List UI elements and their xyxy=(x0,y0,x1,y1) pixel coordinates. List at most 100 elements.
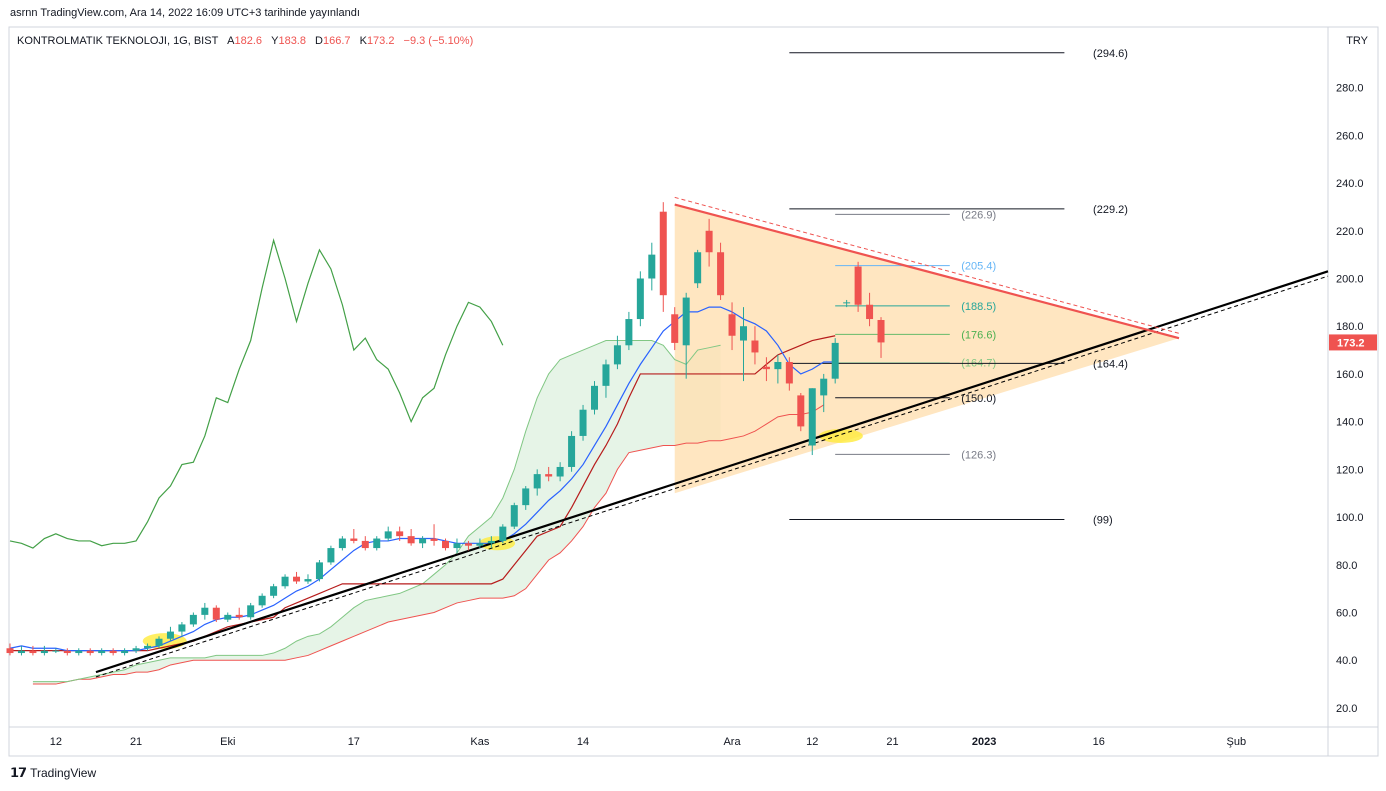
tradingview-logo-icon[interactable]: 𝟭𝟳 xyxy=(10,765,27,780)
candle-body xyxy=(843,302,851,304)
resistance-trendline xyxy=(674,203,1180,340)
candle-body xyxy=(476,543,484,546)
fib-level-label: (150.0) xyxy=(961,393,996,405)
candle-body xyxy=(808,388,816,446)
fib-level-label: (176.6) xyxy=(961,329,996,341)
footer: 𝟭𝟳 TradingView xyxy=(10,765,96,781)
resistance-trendline-dashed xyxy=(674,196,1180,334)
candle-body xyxy=(510,505,518,527)
candle-body xyxy=(464,543,472,546)
candle-body xyxy=(247,605,255,618)
candle-body xyxy=(579,409,587,436)
candle-body xyxy=(671,314,679,343)
candle-body xyxy=(235,614,243,618)
time-tick-label: 2023 xyxy=(972,736,996,748)
support-trendline-dashed xyxy=(95,275,1329,678)
candle-body xyxy=(739,326,747,341)
candle-body xyxy=(109,650,117,654)
ichimoku-cloud xyxy=(32,340,721,685)
fib-level-label: (226.9) xyxy=(961,209,996,221)
candle-body xyxy=(866,304,874,320)
candle-body xyxy=(591,385,599,410)
candle-body xyxy=(201,607,209,615)
candle-body xyxy=(636,278,644,320)
low-key: D xyxy=(315,35,323,47)
symbol-legend: KONTROLMATIK TEKNOLOJI, 1G, BIST A182.6 … xyxy=(17,35,473,47)
support-trendline xyxy=(95,270,1329,674)
candle-body xyxy=(854,266,862,305)
price-tick-label: 60.0 xyxy=(1336,607,1357,619)
fib-level-label: (99) xyxy=(1093,514,1113,526)
lagging-span-line xyxy=(9,238,504,549)
candle-body xyxy=(499,526,507,541)
candle-body xyxy=(270,586,278,596)
candle-body xyxy=(453,543,461,549)
fib-level-label: (126.3) xyxy=(961,449,996,461)
fib-level-label: (294.6) xyxy=(1093,48,1128,60)
candle-body xyxy=(556,466,564,477)
fib-level-label: (205.4) xyxy=(961,261,996,273)
time-tick-label: Eki xyxy=(220,736,235,748)
candle-body xyxy=(178,624,186,632)
price-tick-label: 280.0 xyxy=(1336,83,1364,95)
candle-body xyxy=(717,252,725,296)
time-tick-label: 16 xyxy=(1093,736,1105,748)
candle-body xyxy=(52,650,60,652)
candle-body xyxy=(155,638,163,646)
time-tick-label: 17 xyxy=(348,736,360,748)
candle-body xyxy=(877,320,885,343)
low-value: 166.7 xyxy=(323,35,351,47)
candle-body xyxy=(373,538,381,549)
candle-body xyxy=(694,252,702,284)
price-tick-label: 40.0 xyxy=(1336,655,1357,667)
candle-body xyxy=(350,538,358,541)
candle-body xyxy=(705,230,713,253)
candle-body xyxy=(224,614,232,620)
candle-body xyxy=(522,488,530,506)
candle-body xyxy=(338,538,346,549)
high-value: 183.8 xyxy=(278,35,306,47)
price-tick-label: 120.0 xyxy=(1336,464,1364,476)
candle-body xyxy=(797,395,805,427)
candle-body xyxy=(189,614,197,625)
time-tick-label: Kas xyxy=(470,736,489,748)
candle-body xyxy=(419,538,427,544)
candle-body xyxy=(63,650,71,654)
price-tick-label: 20.0 xyxy=(1336,703,1357,715)
candle-body xyxy=(361,540,369,549)
candle-body xyxy=(613,345,621,365)
candle-body xyxy=(6,648,14,654)
candle-body xyxy=(396,531,404,537)
candle-body xyxy=(384,531,392,539)
time-tick-label: 21 xyxy=(886,736,898,748)
candle-body xyxy=(682,297,690,346)
fib-level-label: (188.5) xyxy=(961,301,996,313)
change-value: −9.3 (−5.10%) xyxy=(403,35,474,47)
fib-level-label: (164.4) xyxy=(1093,358,1128,370)
candle-body xyxy=(407,536,415,544)
price-tick-label: 220.0 xyxy=(1336,226,1364,238)
price-tick-label: 100.0 xyxy=(1336,512,1364,524)
candle-body xyxy=(304,579,312,582)
candle-body xyxy=(315,562,323,580)
candle-body xyxy=(625,319,633,346)
candle-body xyxy=(144,645,152,649)
time-tick-label: 14 xyxy=(577,736,589,748)
last-price-label: 173.2 xyxy=(1337,337,1365,349)
symbol-name[interactable]: KONTROLMATIK TEKNOLOJI, 1G, BIST xyxy=(17,35,219,47)
candle-body xyxy=(327,548,335,563)
footer-brand[interactable]: TradingView xyxy=(30,766,97,780)
candle-body xyxy=(487,540,495,544)
candle-body xyxy=(762,366,770,370)
cloud-span-a-line xyxy=(32,340,721,683)
price-tick-label: 240.0 xyxy=(1336,178,1364,190)
candle-body xyxy=(132,648,140,651)
time-tick-label: 12 xyxy=(50,736,62,748)
chart-frame xyxy=(8,26,1379,757)
price-tick-label: 140.0 xyxy=(1336,417,1364,429)
candle-body xyxy=(533,474,541,489)
high-key: Y xyxy=(271,35,279,47)
candle-body xyxy=(258,595,266,606)
candle-body xyxy=(293,576,301,582)
